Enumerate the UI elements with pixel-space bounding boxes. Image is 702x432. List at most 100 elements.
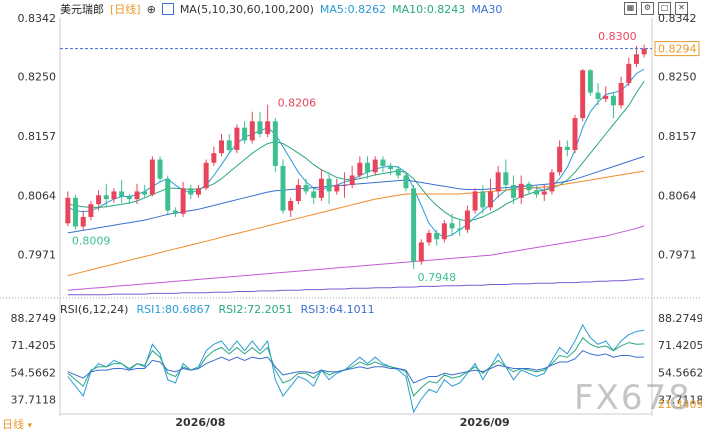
candle-body [388,165,394,170]
current-price-box [654,41,700,57]
ma-line-ma60 [67,170,645,277]
y-tick-label-left: 0.8250 [18,71,57,84]
chevron-down-icon[interactable]: ▾ [27,421,33,431]
rsi-line-rsi3 [67,350,645,384]
candle-body [65,197,71,224]
candle-body [395,169,401,176]
candle-body [526,183,532,191]
candle-body [503,172,509,186]
candle-body [641,48,647,55]
candle-body [564,146,570,150]
candle-body [610,95,616,106]
candle-body [303,185,309,192]
ma5-value: MA5:0.8262 [319,2,387,16]
candle-body [257,121,263,135]
high-annotation: 0.8300 [598,30,637,43]
candle-body [480,191,486,208]
candle-body [357,162,363,176]
candle-body [203,162,209,189]
candle-body [380,159,386,166]
close-icon[interactable]: ✕ [675,2,688,15]
candle-body [142,191,148,195]
mid-high-annotation: 0.8206 [278,97,317,110]
candle-body [211,153,217,163]
ma30-value: MA30 [471,2,503,16]
low-annotation: 0.7948 [418,271,457,284]
candle-body [372,159,378,173]
left-low-annotation: 0.8009 [72,234,111,247]
footer-period-label[interactable]: 日线 [2,418,24,431]
y-tick-label-left: 0.8064 [18,189,57,202]
candle-body [111,191,117,200]
candle-body [226,140,232,150]
candle-body [88,204,94,217]
rsi-y-tick-right: 88.2749 [658,312,702,325]
current-price-label: 0.8294 [658,43,697,56]
candle-body [511,185,517,198]
candle-body [341,185,347,187]
grid-icon[interactable]: ▦ [624,2,637,15]
ma-indicator-label[interactable]: MA(5,10,30,60,100,200) [179,2,314,16]
rsi-label[interactable]: RSI(6,12,24) [60,303,129,316]
candle-body [318,178,324,198]
candle-body [80,216,86,227]
y-tick-label-left: 0.8342 [18,12,57,25]
watermark-logo: FX678 [574,378,692,418]
y-tick-label-left: 0.8157 [18,130,57,143]
candle-body [157,159,163,179]
candle-body [242,127,248,141]
maximize-icon[interactable]: □ [658,2,671,15]
candle-body [495,172,501,192]
period-selector[interactable]: [日线] [110,3,141,16]
candle-body [326,178,332,192]
candle-body [411,188,417,262]
candle-body [295,185,301,201]
candle-body [557,146,563,173]
candle-body [426,232,432,243]
candle-body [311,191,317,198]
rsi3-value: RSI3:64.1011 [300,303,375,316]
ma-line-ma200 [67,278,645,296]
rsi-y-tick-left: 88.2749 [11,312,57,325]
candle-body [633,54,639,64]
candle-body [457,228,463,230]
rsi-y-tick-right: 54.5662 [658,366,702,379]
candle-body [365,162,371,173]
candle-body [126,196,132,200]
candle-body [265,121,271,135]
candle-body [534,190,540,195]
ma-icon [161,3,174,15]
candle-body [103,195,109,200]
candle-body [172,210,178,214]
rsi-y-tick-left: 37.7118 [11,394,57,407]
symbol-title: 美元瑞郎 [60,3,104,16]
rsi2-value: RSI2:72.2051 [218,303,293,316]
candle-body [249,121,255,141]
candle-body [549,172,555,192]
ma-line-ma100 [67,225,645,291]
candle-body [626,63,632,84]
ma-line-ma5 [67,68,645,238]
y-tick-label-right: 0.8157 [658,130,697,143]
candle-body [288,200,294,211]
add-indicator-icon[interactable]: ⊕ [146,2,156,16]
candle-body [487,191,493,208]
rsi-line-rsi1 [67,323,645,414]
candle-body [96,195,102,205]
rsi-header: RSI(6,12,24) RSI1:80.6867 RSI2:72.2051 R… [60,303,375,316]
chart-header: 美元瑞郎 [日线] ⊕ MA(5,10,30,60,100,200) MA5:0… [0,1,502,17]
candle-body [280,165,286,211]
footer-period-selector[interactable]: 日线 ▾ [2,416,32,432]
rsi-min-label: 21.3409 [658,398,702,411]
y-tick-label-left: 0.7971 [18,249,57,262]
candle-body [234,127,240,150]
settings-icon[interactable]: ⚙ [641,2,654,15]
x-tick-label: 2026/09 [460,416,510,429]
candle-body [541,191,547,195]
rsi-y-tick-right: 37.7118 [658,394,702,407]
candle-body [165,178,171,211]
candle-body [403,175,409,189]
candle-body [595,92,601,99]
candle-body [603,95,609,99]
